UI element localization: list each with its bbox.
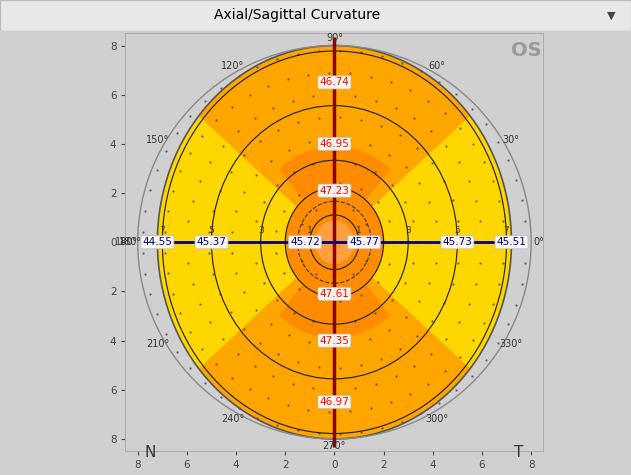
Text: 3: 3 [405,227,411,236]
Text: N: N [144,445,156,460]
Polygon shape [279,147,390,242]
Text: 0°: 0° [533,237,544,247]
Text: 47.23: 47.23 [319,186,350,196]
Text: 46.97: 46.97 [319,397,350,407]
Text: 210°: 210° [146,339,169,349]
Text: 180°: 180° [119,237,142,247]
Text: 7: 7 [160,227,165,236]
Text: OS: OS [511,41,541,60]
Text: 46.95: 46.95 [319,139,350,149]
Ellipse shape [285,188,384,297]
FancyBboxPatch shape [0,0,631,31]
Text: 1: 1 [307,227,313,236]
Text: 30°: 30° [503,135,520,145]
Text: ▼: ▼ [607,10,615,20]
Text: 45.37: 45.37 [196,237,227,247]
Text: 270°: 270° [322,441,346,451]
Text: T: T [514,445,524,460]
Text: 120°: 120° [221,60,244,70]
Text: 46.74: 46.74 [319,77,350,87]
Text: 60°: 60° [428,60,445,70]
Polygon shape [199,242,470,439]
Text: Axial/Sagittal Curvature: Axial/Sagittal Curvature [213,9,380,22]
Polygon shape [199,46,470,242]
Text: 5: 5 [454,227,460,236]
Text: 180°: 180° [115,237,138,247]
Text: 150°: 150° [146,135,169,145]
Text: 47.35: 47.35 [319,336,350,346]
Polygon shape [279,242,390,338]
Text: 3: 3 [258,227,264,236]
Ellipse shape [315,220,354,264]
Text: 47.61: 47.61 [319,289,350,299]
Text: 45.77: 45.77 [349,237,379,247]
Text: 90°: 90° [326,33,343,43]
Text: 45.51: 45.51 [497,237,526,247]
Text: 45.73: 45.73 [442,237,473,247]
Text: 300°: 300° [425,414,448,424]
Ellipse shape [157,46,512,439]
Text: 240°: 240° [221,414,244,424]
Text: 330°: 330° [500,339,522,349]
Text: 44.55: 44.55 [143,237,172,247]
Text: 7: 7 [504,227,509,236]
Text: 1: 1 [356,227,362,236]
Text: 5: 5 [209,227,215,236]
Text: 45.72: 45.72 [290,237,320,247]
